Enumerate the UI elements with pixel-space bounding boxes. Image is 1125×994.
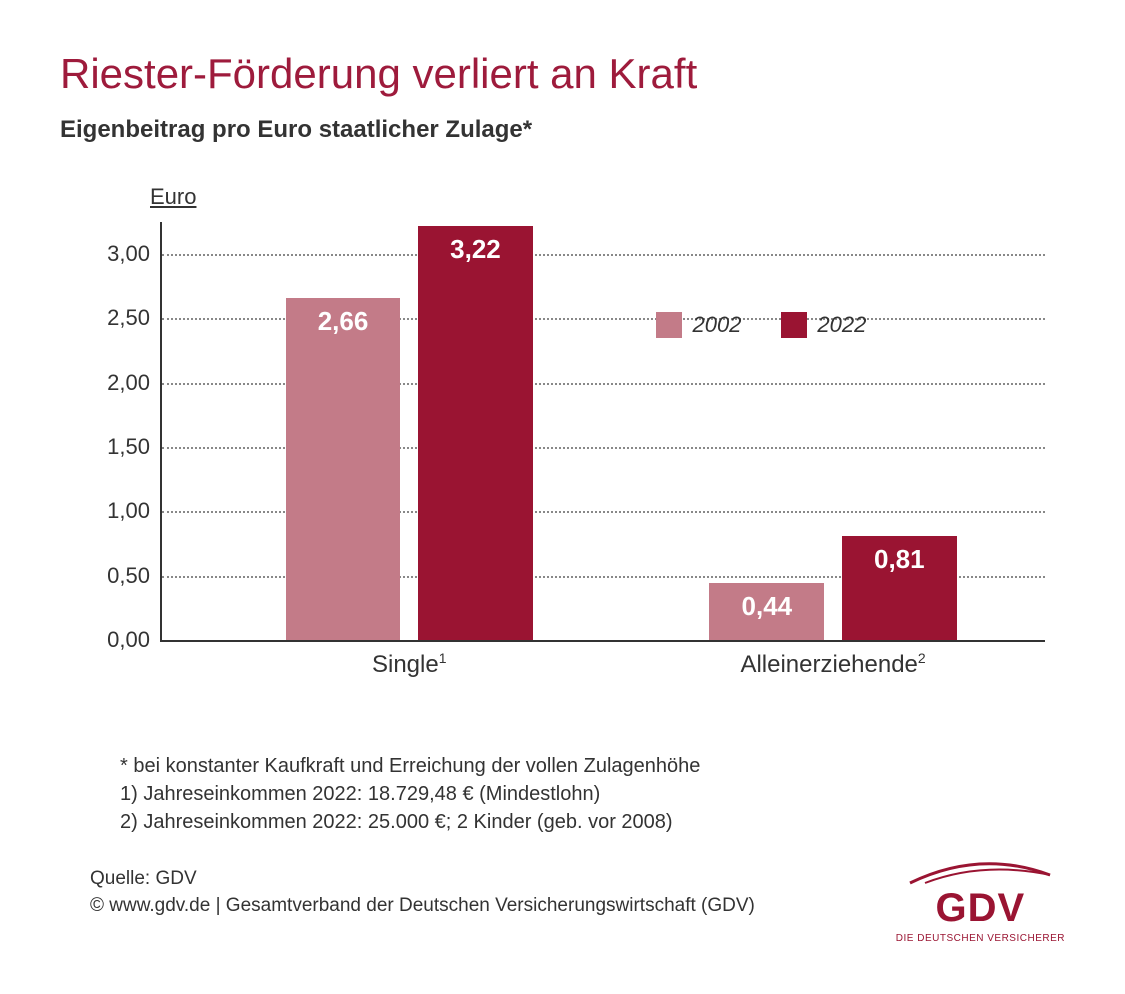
bar-value-label: 0,44 [709,591,824,622]
y-tick-label: 0,50 [107,563,150,589]
chart-subtitle: Eigenbeitrag pro Euro staatlicher Zulage… [60,116,1065,144]
bar: 0,81 [842,536,957,640]
bar-value-label: 3,22 [418,234,533,265]
bar: 2,66 [286,298,401,640]
footnote-line: * bei konstanter Kaufkraft und Erreichun… [120,752,1065,780]
legend-swatch [656,312,682,338]
footnote-line: 2) Jahreseinkommen 2022: 25.000 €; 2 Kin… [120,808,1065,836]
y-tick-label: 3,00 [107,241,150,267]
legend-item: 2022 [781,312,866,338]
logo-arc-icon [905,857,1055,885]
footnote-line: 1) Jahreseinkommen 2022: 18.729,48 € (Mi… [120,780,1065,808]
grid-line [162,254,1045,256]
y-axis-title: Euro [150,184,1065,210]
footnotes: * bei konstanter Kaufkraft und Erreichun… [120,752,1065,836]
logo-subtext: DIE DEUTSCHEN VERSICHERER [896,933,1065,944]
bar-value-label: 2,66 [286,306,401,337]
x-category-label: Alleinerziehende2 [740,650,925,679]
bar: 0,44 [709,583,824,640]
legend-label: 2002 [692,312,741,338]
y-tick-label: 0,00 [107,627,150,653]
y-tick-label: 1,50 [107,434,150,460]
bar: 3,22 [418,226,533,640]
legend-item: 2002 [656,312,741,338]
gdv-logo: GDV DIE DEUTSCHEN VERSICHERER [896,857,1065,944]
y-tick-label: 1,00 [107,498,150,524]
logo-text: GDV [896,886,1065,931]
y-tick-label: 2,00 [107,370,150,396]
chart-area: 0,00 0,50 1,00 1,50 2,00 2,50 3,00 2,66 3,22 0,44… [80,222,1045,682]
legend-label: 2022 [817,312,866,338]
y-tick-label: 2,50 [107,305,150,331]
legend: 2002 2022 [656,312,866,338]
plot-region: 0,000,501,001,502,002,503,002,663,220,44… [160,222,1045,642]
legend-swatch [781,312,807,338]
chart-title: Riester-Förderung verliert an Kraft [60,50,1065,98]
bar-value-label: 0,81 [842,544,957,575]
x-category-label: Single1 [372,650,447,679]
